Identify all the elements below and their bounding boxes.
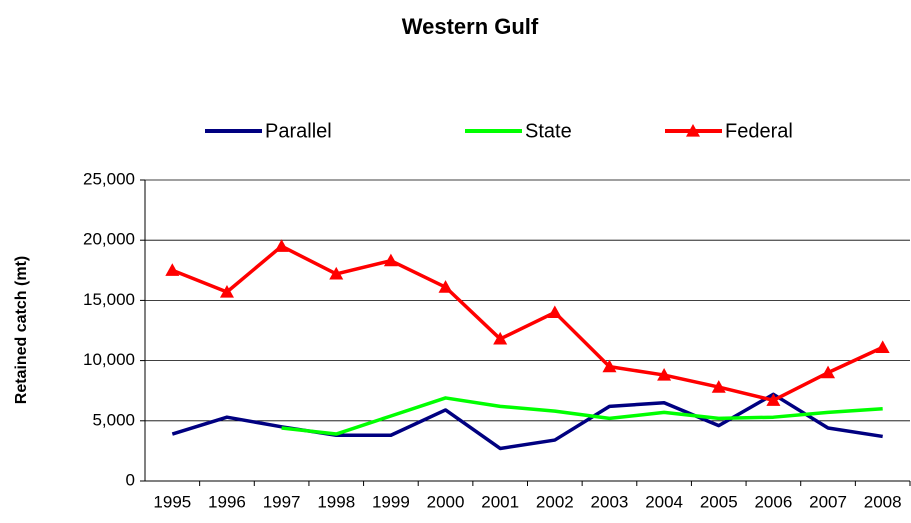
marker — [219, 284, 234, 298]
marker — [438, 280, 453, 293]
y-tick-label: 0 — [126, 470, 135, 489]
y-tick-label: 10,000 — [83, 350, 135, 369]
legend-label: State — [525, 120, 572, 142]
marker — [329, 266, 344, 280]
series-line — [281, 396, 883, 436]
y-axis-label: Retained catch (mt) — [13, 256, 30, 404]
marker — [602, 359, 617, 373]
marker — [274, 239, 289, 252]
x-tick-label: 2003 — [591, 492, 629, 511]
x-tick-label: 1995 — [153, 492, 191, 511]
series-line — [171, 244, 884, 403]
x-tick-label: 2000 — [427, 492, 465, 511]
legend-label: Parallel — [265, 120, 332, 142]
legend-marker — [686, 124, 700, 137]
x-tick-label: 2008 — [864, 492, 902, 511]
x-tick-label: 1996 — [208, 492, 246, 511]
marker — [383, 253, 398, 267]
x-tick-label: 2007 — [809, 492, 847, 511]
y-tick-label: 20,000 — [83, 230, 135, 249]
legend-label: Federal — [725, 120, 793, 142]
x-tick-label: 1999 — [372, 492, 410, 511]
marker — [766, 393, 781, 406]
x-tick-label: 2002 — [536, 492, 574, 511]
x-tick-label: 1997 — [263, 492, 301, 511]
x-tick-label: 2001 — [481, 492, 519, 511]
marker — [711, 380, 726, 393]
y-tick-label: 15,000 — [83, 290, 135, 309]
marker — [657, 368, 672, 381]
y-tick-label: 5,000 — [92, 410, 135, 429]
marker — [547, 305, 562, 319]
marker — [165, 263, 180, 276]
x-tick-label: 2004 — [645, 492, 683, 511]
marker — [821, 365, 836, 379]
marker — [493, 331, 508, 345]
x-tick-label: 2006 — [754, 492, 792, 511]
chart-title: Western Gulf — [402, 14, 539, 39]
x-tick-label: 2005 — [700, 492, 738, 511]
y-tick-label: 25,000 — [83, 169, 135, 188]
x-tick-label: 1998 — [317, 492, 355, 511]
marker — [875, 340, 890, 353]
